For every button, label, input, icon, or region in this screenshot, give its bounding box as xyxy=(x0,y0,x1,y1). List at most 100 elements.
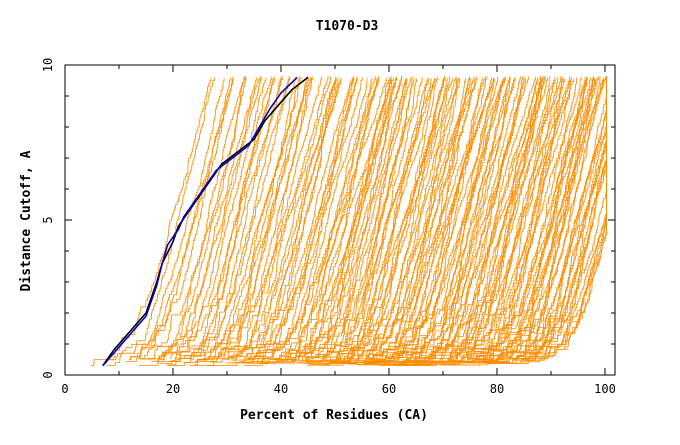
model-curve xyxy=(343,78,459,361)
model-curve xyxy=(472,78,588,361)
model-curve xyxy=(183,77,302,363)
x-tick-label: 80 xyxy=(490,382,504,396)
model-curve xyxy=(392,77,559,366)
model-curve xyxy=(129,77,231,360)
model-curve xyxy=(523,76,607,359)
model-curve xyxy=(337,76,451,362)
model-curve xyxy=(475,77,587,360)
model-curve xyxy=(374,76,511,363)
model-curve xyxy=(306,76,457,366)
model-curve xyxy=(489,76,599,359)
model-curve xyxy=(378,76,478,359)
model-curve xyxy=(189,77,311,366)
model-curve xyxy=(239,78,353,361)
x-tick-label: 100 xyxy=(594,382,616,396)
model-curve xyxy=(266,76,392,363)
model-curve xyxy=(166,76,283,366)
model-curve xyxy=(488,77,598,360)
model-curve xyxy=(342,76,458,363)
model-curve xyxy=(196,77,309,361)
model-curve xyxy=(413,77,516,360)
model-curve xyxy=(488,78,596,361)
model-curve xyxy=(209,76,322,363)
model-curve xyxy=(331,78,461,364)
model-curve xyxy=(159,77,257,360)
model-curve xyxy=(348,78,495,365)
model-curve xyxy=(279,77,388,361)
x-tick-label: 60 xyxy=(382,382,396,396)
model-curve xyxy=(258,76,379,362)
model-curve xyxy=(168,76,282,362)
x-tick-label: 40 xyxy=(274,382,288,396)
model-curve xyxy=(255,77,379,364)
model-curve xyxy=(520,76,607,363)
model-curve xyxy=(510,76,607,359)
model-curve xyxy=(240,76,354,362)
model-curve xyxy=(167,77,312,366)
model-curve xyxy=(342,77,448,360)
model-curve xyxy=(420,78,565,365)
model-curve xyxy=(328,78,445,361)
model-curve xyxy=(243,77,391,366)
model-curve xyxy=(110,77,225,361)
model-curve xyxy=(106,77,215,366)
model-curve xyxy=(434,76,537,360)
model-curve xyxy=(463,76,594,363)
model-curve xyxy=(306,76,423,363)
model-curve xyxy=(440,76,607,366)
model-curve xyxy=(467,77,577,361)
model-curve xyxy=(223,75,329,359)
y-tick-label: 5 xyxy=(41,216,55,223)
model-curve xyxy=(231,78,337,361)
model-curve xyxy=(395,77,523,363)
model-curve xyxy=(194,76,314,365)
model-curve xyxy=(433,75,545,362)
model-curve xyxy=(183,76,290,359)
model-curve xyxy=(363,78,495,364)
model-curve xyxy=(361,78,471,362)
model-curve xyxy=(295,78,417,362)
model-curve xyxy=(467,76,588,359)
model-curve xyxy=(498,76,607,360)
model-curve xyxy=(156,76,275,362)
model-curve xyxy=(411,77,572,366)
model-curve xyxy=(330,77,436,360)
model-curve xyxy=(147,76,246,359)
model-curve xyxy=(302,77,408,360)
model-curve xyxy=(372,77,507,363)
model-curve xyxy=(249,76,358,359)
model-curve xyxy=(378,76,525,366)
model-curve xyxy=(139,77,267,366)
model-curve xyxy=(204,76,301,359)
model-curve xyxy=(91,77,212,367)
model-curve xyxy=(480,76,607,362)
model-curve xyxy=(275,76,397,363)
highlight-curves xyxy=(102,76,309,367)
model-curve xyxy=(367,76,488,362)
y-tick-label: 10 xyxy=(41,58,55,72)
model-curve xyxy=(409,77,543,363)
model-curve xyxy=(272,76,402,363)
model-curve xyxy=(468,77,607,364)
model-curve xyxy=(518,76,607,359)
model-curve xyxy=(247,77,368,364)
model-curve xyxy=(449,78,564,361)
model-curve xyxy=(219,76,331,359)
model-curve xyxy=(304,75,402,359)
model-curve xyxy=(306,75,413,362)
x-tick-label: 0 xyxy=(61,382,68,396)
model-curve xyxy=(247,77,363,360)
model-curve xyxy=(537,76,607,360)
model-curve xyxy=(458,77,604,364)
model-curve xyxy=(308,78,428,361)
model-curve xyxy=(139,76,234,359)
model-curve xyxy=(302,78,432,364)
model-curve xyxy=(481,78,604,361)
axis-ticks: 0 20 40 60 80 100 0 5 10 xyxy=(41,58,616,396)
y-axis-label: Distance Cutoff, A xyxy=(19,150,34,291)
x-axis-label: Percent of Residues (CA) xyxy=(240,408,428,423)
model-curve xyxy=(400,76,562,365)
model-curve xyxy=(325,78,429,361)
